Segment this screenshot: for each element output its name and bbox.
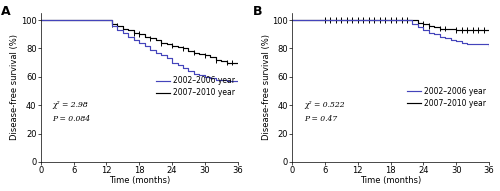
- 2002–2006 year: [191, 70, 197, 72]
- Text: P = 0.084: P = 0.084: [52, 115, 90, 123]
- 2002–2006 year: [470, 43, 476, 45]
- 2002–2006 year: [486, 43, 492, 45]
- 2007–2010 year: [486, 29, 492, 31]
- 2002–2006 year: [234, 80, 240, 82]
- 2002–2006 year: [437, 33, 443, 35]
- 2002–2006 year: [404, 19, 410, 21]
- 2007–2010 year: [234, 62, 240, 64]
- 2002–2006 year: [448, 37, 454, 40]
- 2002–2006 year: [38, 19, 44, 21]
- 2007–2010 year: [366, 19, 372, 21]
- 2007–2010 year: [437, 26, 443, 28]
- 2007–2010 year: [224, 62, 230, 64]
- 2007–2010 year: [131, 29, 137, 31]
- 2007–2010 year: [234, 62, 240, 64]
- 2002–2006 year: [404, 19, 410, 21]
- Text: χ² = 0.522: χ² = 0.522: [304, 101, 344, 109]
- 2002–2006 year: [415, 26, 421, 28]
- 2002–2006 year: [196, 74, 202, 76]
- 2002–2006 year: [470, 43, 476, 45]
- 2007–2010 year: [289, 19, 295, 21]
- Y-axis label: Disease-free survival (%): Disease-free survival (%): [262, 34, 271, 140]
- X-axis label: Time (months): Time (months): [360, 176, 421, 185]
- 2002–2006 year: [448, 39, 454, 41]
- 2002–2006 year: [432, 32, 438, 34]
- 2007–2010 year: [371, 19, 377, 21]
- 2002–2006 year: [464, 42, 470, 44]
- 2002–2006 year: [442, 36, 448, 38]
- Text: χ² = 2.98: χ² = 2.98: [52, 101, 88, 109]
- 2007–2010 year: [398, 19, 404, 21]
- 2002–2006 year: [224, 80, 230, 82]
- 2007–2010 year: [404, 19, 410, 21]
- Line: 2007–2010 year: 2007–2010 year: [292, 20, 489, 30]
- Line: 2002–2006 year: 2002–2006 year: [292, 20, 489, 45]
- 2002–2006 year: [142, 42, 148, 44]
- 2002–2006 year: [454, 39, 460, 41]
- 2007–2010 year: [142, 33, 148, 35]
- 2002–2006 year: [410, 19, 416, 21]
- 2002–2006 year: [131, 36, 137, 38]
- 2002–2006 year: [475, 43, 481, 45]
- 2002–2006 year: [442, 37, 448, 40]
- Text: B: B: [253, 6, 262, 19]
- 2002–2006 year: [289, 19, 295, 21]
- 2002–2006 year: [426, 32, 432, 34]
- 2002–2006 year: [432, 33, 438, 35]
- 2002–2006 year: [454, 40, 460, 42]
- 2002–2006 year: [234, 80, 240, 82]
- Y-axis label: Disease-free survival (%): Disease-free survival (%): [10, 34, 20, 140]
- 2002–2006 year: [426, 29, 432, 31]
- 2002–2006 year: [420, 29, 426, 31]
- 2007–2010 year: [38, 19, 44, 21]
- Legend: 2002–2006 year, 2007–2010 year: 2002–2006 year, 2007–2010 year: [153, 73, 238, 100]
- 2002–2006 year: [458, 42, 464, 44]
- Line: 2002–2006 year: 2002–2006 year: [41, 20, 237, 81]
- 2002–2006 year: [415, 23, 421, 25]
- 2002–2006 year: [480, 43, 486, 45]
- Line: 2007–2010 year: 2007–2010 year: [41, 20, 237, 63]
- 2007–2010 year: [142, 36, 148, 38]
- 2002–2006 year: [437, 36, 443, 38]
- 2002–2006 year: [142, 44, 148, 47]
- 2002–2006 year: [475, 43, 481, 45]
- 2007–2010 year: [486, 29, 492, 31]
- 2007–2010 year: [191, 50, 197, 52]
- 2002–2006 year: [420, 26, 426, 28]
- Legend: 2002–2006 year, 2007–2010 year: 2002–2006 year, 2007–2010 year: [404, 84, 489, 111]
- 2002–2006 year: [464, 43, 470, 45]
- 2002–2006 year: [410, 23, 416, 25]
- Text: P = 0.47: P = 0.47: [304, 115, 337, 123]
- 2007–2010 year: [196, 53, 202, 55]
- 2002–2006 year: [486, 44, 492, 47]
- X-axis label: Time (months): Time (months): [108, 176, 170, 185]
- 2002–2006 year: [480, 43, 486, 45]
- 2007–2010 year: [454, 29, 460, 31]
- Text: A: A: [2, 6, 11, 19]
- 2002–2006 year: [458, 40, 464, 42]
